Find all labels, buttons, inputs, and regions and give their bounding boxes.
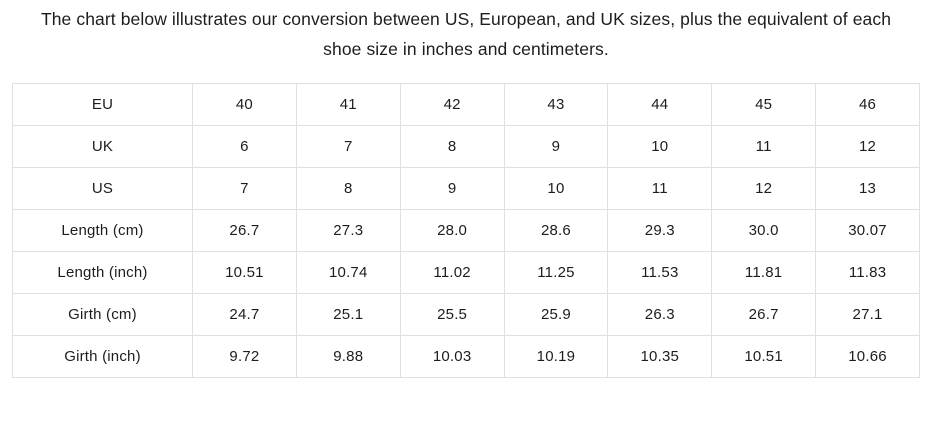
row-label: Girth (cm) (12, 293, 193, 336)
size-cell: 11.83 (815, 251, 920, 294)
size-cell: 10.51 (192, 251, 297, 294)
size-cell: 41 (295, 83, 401, 126)
size-cell: 9.72 (192, 335, 297, 378)
size-cell: 10.35 (607, 335, 713, 378)
size-cell: 12 (815, 125, 920, 168)
size-cell: 10.03 (399, 335, 505, 378)
size-cell: 24.7 (192, 293, 297, 336)
table-row: Girth (cm) 24.7 25.1 25.5 25.9 26.3 26.7 27.1 (12, 293, 920, 336)
row-label: Length (cm) (12, 209, 193, 252)
size-cell: 26.3 (607, 293, 713, 336)
size-cell: 10 (607, 125, 713, 168)
size-cell: 29.3 (607, 209, 713, 252)
row-label: UK (12, 125, 193, 168)
table-row: EU 40 41 42 43 44 45 46 (12, 83, 920, 126)
size-cell: 25.9 (503, 293, 609, 336)
table-row: US 7 8 9 10 11 12 13 (12, 167, 920, 210)
size-cell: 40 (192, 83, 297, 126)
size-cell: 11.81 (711, 251, 817, 294)
size-table-container: EU 40 41 42 43 44 45 46 UK 6 7 8 9 10 11 12 US 7 8 9 10 11 12 1… (12, 83, 920, 378)
table-row: Girth (inch) 9.72 9.88 10.03 10.19 10.35 10.51… (12, 335, 920, 378)
size-cell: 28.0 (399, 209, 505, 252)
size-cell: 45 (711, 83, 817, 126)
size-cell: 9 (399, 167, 505, 210)
size-cell: 10.51 (711, 335, 817, 378)
size-cell: 13 (815, 167, 920, 210)
size-cell: 26.7 (711, 293, 817, 336)
size-table-body: EU 40 41 42 43 44 45 46 UK 6 7 8 9 10 11 12 US 7 8 9 10 11 12 1… (12, 83, 920, 378)
table-row: Length (inch) 10.51 10.74 11.02 11.25 11.53 11… (12, 251, 920, 294)
size-cell: 11.25 (503, 251, 609, 294)
size-cell: 44 (607, 83, 713, 126)
size-cell: 6 (192, 125, 297, 168)
size-cell: 11.02 (399, 251, 505, 294)
size-cell: 11 (711, 125, 817, 168)
size-cell: 30.07 (815, 209, 920, 252)
size-cell: 7 (192, 167, 297, 210)
size-cell: 10.19 (503, 335, 609, 378)
row-label: Girth (inch) (12, 335, 193, 378)
row-label: Length (inch) (12, 251, 193, 294)
size-cell: 43 (503, 83, 609, 126)
size-cell: 46 (815, 83, 920, 126)
size-cell: 8 (295, 167, 401, 210)
size-cell: 12 (711, 167, 817, 210)
size-cell: 28.6 (503, 209, 609, 252)
size-cell: 30.0 (711, 209, 817, 252)
size-cell: 8 (399, 125, 505, 168)
row-label: EU (12, 83, 193, 126)
size-cell: 10 (503, 167, 609, 210)
size-cell: 9 (503, 125, 609, 168)
size-cell: 26.7 (192, 209, 297, 252)
size-cell: 10.74 (295, 251, 401, 294)
size-cell: 10.66 (815, 335, 920, 378)
size-cell: 11.53 (607, 251, 713, 294)
row-label: US (12, 167, 193, 210)
size-conversion-table: EU 40 41 42 43 44 45 46 UK 6 7 8 9 10 11 12 US 7 8 9 10 11 12 1… (12, 83, 920, 378)
size-cell: 7 (295, 125, 401, 168)
page-title: The chart below illustrates our conversi… (40, 9, 892, 59)
table-row: Length (cm) 26.7 27.3 28.0 28.6 29.3 30.0 30.07 (12, 209, 920, 252)
size-cell: 25.1 (295, 293, 401, 336)
size-cell: 27.1 (815, 293, 920, 336)
size-cell: 25.5 (399, 293, 505, 336)
size-cell: 42 (399, 83, 505, 126)
size-cell: 11 (607, 167, 713, 210)
table-row: UK 6 7 8 9 10 11 12 (12, 125, 920, 168)
size-cell: 27.3 (295, 209, 401, 252)
size-cell: 9.88 (295, 335, 401, 378)
